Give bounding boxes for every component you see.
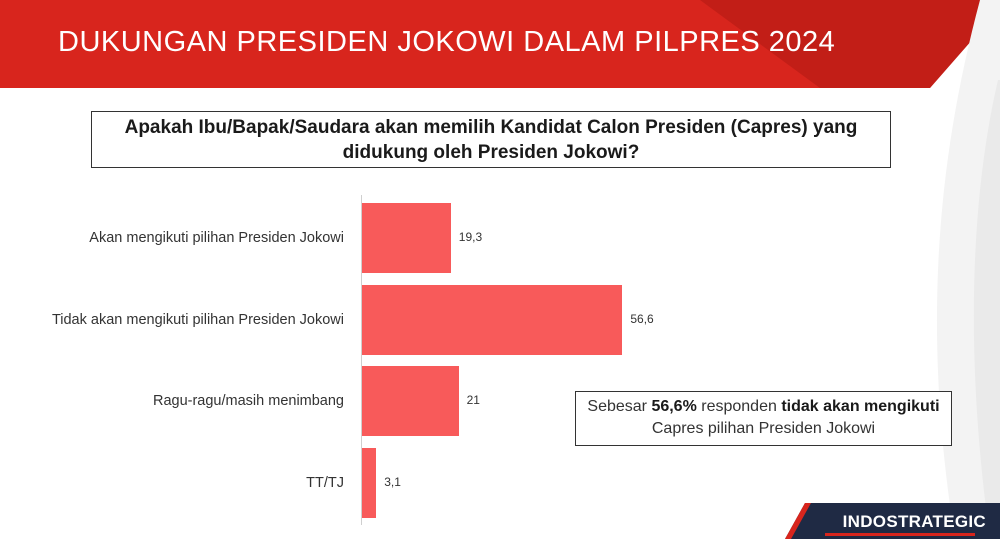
bar-1 <box>362 203 451 273</box>
value-label-4: 3,1 <box>384 475 401 489</box>
callout-highlight-percent: 56,6% <box>651 398 697 415</box>
logo: INDOSTRATEGIC <box>842 512 986 531</box>
callout-text-1: Sebesar <box>587 398 652 415</box>
category-axis-line <box>361 195 362 525</box>
callout-box: Sebesar 56,6% responden tidak akan mengi… <box>575 391 952 446</box>
category-label-3: Ragu-ragu/masih menimbang <box>152 393 344 409</box>
bar-chart: 19,3 Akan mengikuti pilihan Presiden Joko… <box>0 195 1000 525</box>
value-label-3: 21 <box>466 393 480 407</box>
category-label-1: Akan mengikuti pilihan Presiden Jokowi <box>89 230 344 246</box>
category-label-4: TT/TJ <box>306 475 344 491</box>
question-box: Apakah Ibu/Bapak/Saudara akan memilih Ka… <box>91 111 891 168</box>
callout-text-2: responden <box>696 398 782 415</box>
callout-text-3: Capres pilihan Presiden Jokowi <box>651 420 876 437</box>
bar-3 <box>362 366 459 436</box>
value-label-1: 19,3 <box>458 230 483 244</box>
logo-band <box>785 503 1000 539</box>
value-label-2: 56,6 <box>630 312 654 326</box>
bar-2 <box>362 285 623 355</box>
bar-4 <box>362 448 377 518</box>
header-band <box>0 0 1000 88</box>
callout-highlight-phrase: tidak akan mengikuti <box>781 398 940 415</box>
decorative-swoosh <box>880 0 1000 539</box>
category-label-2: Tidak akan mengikuti pilihan Presiden Jo… <box>51 312 344 328</box>
page-title: DUKUNGAN PRESIDEN JOKOWI DALAM PILPRES 2… <box>58 26 836 58</box>
